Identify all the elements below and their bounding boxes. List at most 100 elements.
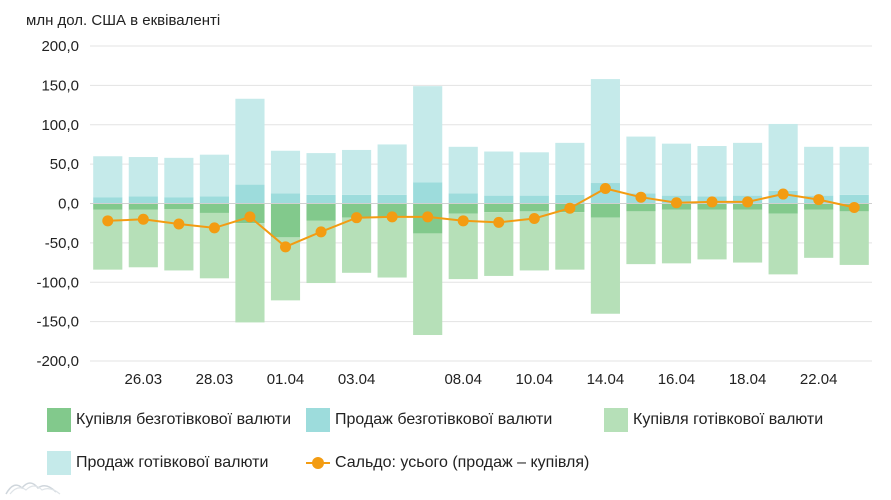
bar-series-1 xyxy=(164,197,194,204)
legend-swatch-cash-sell xyxy=(47,451,71,475)
legend-swatch-noncash-sell xyxy=(306,408,330,432)
bar-series-3 xyxy=(448,146,478,194)
y-tick-label: -150,0 xyxy=(36,314,79,331)
bar-series-1 xyxy=(128,196,158,204)
bar-series-3 xyxy=(93,156,123,198)
legend-item-noncash-sell[interactable]: Продаж безготівкової валюти xyxy=(306,408,552,432)
bar-series-0 xyxy=(306,203,336,221)
x-tick-label: 14.04 xyxy=(587,371,625,388)
bar-series-1 xyxy=(306,194,336,204)
bar-series-0 xyxy=(768,203,798,214)
balance-point xyxy=(528,212,540,224)
balance-point xyxy=(848,201,860,213)
bar-series-3 xyxy=(661,143,692,196)
legend-line-key-balance xyxy=(306,451,330,475)
balance-point xyxy=(137,213,149,225)
balance-point xyxy=(244,211,256,223)
bar-series-2 xyxy=(661,209,692,264)
balance-point xyxy=(208,222,220,234)
bar-series-1 xyxy=(484,195,514,204)
bar-series-0 xyxy=(342,203,372,218)
balance-point xyxy=(422,211,434,223)
bar-series-2 xyxy=(768,213,798,275)
bar-series-3 xyxy=(804,146,834,196)
bar-series-0 xyxy=(128,203,158,210)
legend-item-cash-buy[interactable]: Купівля готівкової валюти xyxy=(604,408,823,432)
bar-series-3 xyxy=(235,98,265,185)
legend-item-balance[interactable]: Сальдо: усього (продаж – купівля) xyxy=(306,451,589,475)
balance-point xyxy=(813,194,825,206)
bar-series-2 xyxy=(697,209,727,260)
balance-point xyxy=(742,196,754,208)
bar-series-0 xyxy=(93,203,123,210)
bar-series-2 xyxy=(164,209,194,271)
bar-series-2 xyxy=(590,217,620,314)
bar-series-1 xyxy=(555,194,585,204)
balance-point xyxy=(564,202,576,214)
bar-series-1 xyxy=(448,193,478,204)
bar-series-0 xyxy=(448,203,478,214)
x-tick-label: 18.04 xyxy=(729,371,767,388)
bar-series-0 xyxy=(484,203,514,213)
bar-series-2 xyxy=(555,212,585,270)
bar-series-2 xyxy=(804,209,834,258)
y-tick-label: 100,0 xyxy=(41,117,79,134)
legend-swatch-cash-buy xyxy=(604,408,628,432)
legend-label-cash-buy: Купівля готівкової валюти xyxy=(633,411,824,428)
bar-series-3 xyxy=(270,150,301,194)
balance-point xyxy=(386,211,398,223)
bar-series-1 xyxy=(839,194,869,204)
legend-label-cash-sell: Продаж готівкової валюти xyxy=(76,454,269,471)
bar-series-2 xyxy=(839,211,869,265)
bar-series-3 xyxy=(626,136,656,194)
x-tick-label: 10.04 xyxy=(516,371,554,388)
legend-label-noncash-buy: Купівля безготівкової валюти xyxy=(76,411,292,428)
balance-point xyxy=(777,188,789,200)
bar-series-0 xyxy=(626,203,656,212)
bar-series-3 xyxy=(128,157,158,197)
balance-point xyxy=(280,241,291,253)
legend-item-cash-sell[interactable]: Продаж готівкової валюти xyxy=(47,451,268,475)
bar-series-3 xyxy=(839,146,869,195)
y-tick-label: -200,0 xyxy=(36,353,79,370)
y-tick-label: 0,0 xyxy=(58,196,79,213)
balance-point xyxy=(599,183,611,195)
bar-series-3 xyxy=(768,123,798,191)
bar-series-3 xyxy=(697,146,727,197)
balance-point xyxy=(315,226,327,238)
bar-series-1 xyxy=(235,184,265,204)
y-tick-label: 50,0 xyxy=(50,156,79,173)
bar-series-3 xyxy=(590,79,620,184)
legend-item-noncash-buy[interactable]: Купівля безготівкової валюти xyxy=(47,408,291,432)
balance-point xyxy=(493,216,505,228)
balance-point xyxy=(671,197,682,209)
x-tick-label: 03.04 xyxy=(338,371,376,388)
bar-series-0 xyxy=(804,203,834,210)
bar-series-0 xyxy=(590,203,620,218)
balance-point xyxy=(173,218,185,230)
bar-series-3 xyxy=(377,144,407,195)
watermark-logo-icon xyxy=(5,482,61,495)
legend-label-balance: Сальдо: усього (продаж – купівля) xyxy=(335,454,590,471)
bar-series-2 xyxy=(413,233,443,336)
bar-series-1 xyxy=(270,193,301,204)
bar-series-3 xyxy=(164,157,194,198)
bar-series-3 xyxy=(484,151,514,196)
bar-series-3 xyxy=(413,86,443,183)
bar-series-0 xyxy=(377,203,407,218)
bar-series-1 xyxy=(377,194,407,204)
legend-swatch-noncash-buy xyxy=(47,408,71,432)
y-tick-label: -100,0 xyxy=(36,274,79,291)
bar-series-2 xyxy=(235,223,265,323)
bar-series-0 xyxy=(199,203,229,213)
bar-series-2 xyxy=(377,217,407,278)
balance-point xyxy=(351,212,363,224)
bar-series-0 xyxy=(270,203,301,238)
y-tick-label: 200,0 xyxy=(41,38,79,55)
bar-series-3 xyxy=(555,142,585,195)
balance-point xyxy=(706,196,718,208)
bar-series-2 xyxy=(733,209,763,263)
x-tick-label: 01.04 xyxy=(267,371,305,388)
bar-series-1 xyxy=(519,195,549,204)
bar-series-0 xyxy=(164,203,194,210)
